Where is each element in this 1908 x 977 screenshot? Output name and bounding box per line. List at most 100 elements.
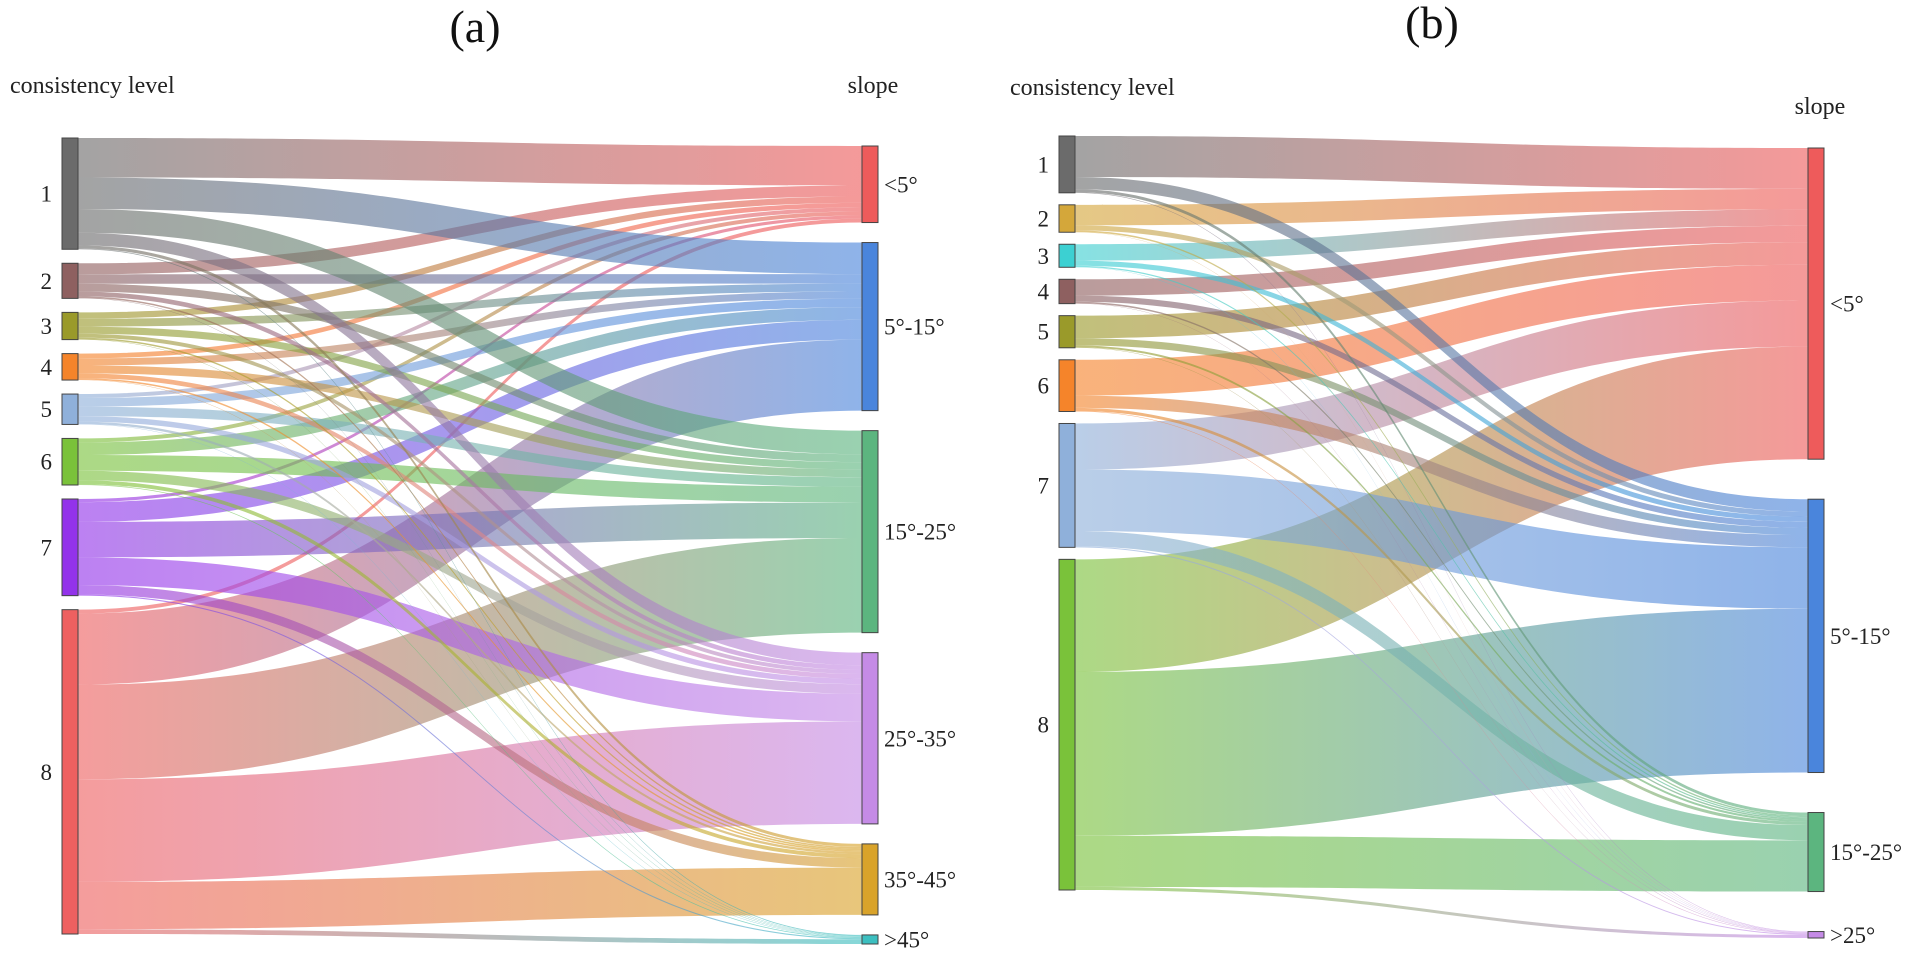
target-node-3 (861, 430, 879, 634)
target-node-3 (1807, 812, 1825, 893)
source-label-6: 6 (41, 450, 53, 475)
link-6-to-3 (1075, 407, 1808, 826)
link-3-to-6 (78, 339, 862, 937)
link-7-to-6 (78, 594, 862, 940)
target-node-4 (1807, 931, 1825, 939)
link-2-to-2 (78, 274, 862, 284)
link-6-to-2 (1075, 395, 1808, 548)
target-node-6 (861, 934, 879, 945)
link-3-to-2 (1075, 260, 1808, 522)
link-5-to-4 (78, 416, 862, 685)
link-5-to-6 (78, 424, 862, 938)
link-8-to-4 (1075, 886, 1808, 938)
panel-a-right-title: slope (848, 73, 899, 99)
target-label-6: >45° (884, 927, 929, 952)
target-label-2: 5°-15° (1830, 624, 1891, 649)
link-8-to-3 (78, 537, 862, 780)
target-node-2 (861, 242, 879, 412)
panel-b-links (1075, 136, 1808, 938)
target-node-5 (861, 843, 879, 916)
link-3-to-1 (78, 196, 862, 319)
link-4-to-4 (1075, 303, 1808, 933)
link-3-to-3 (1075, 265, 1808, 819)
link-4-to-3 (1075, 301, 1808, 820)
source-node-6 (1058, 359, 1076, 412)
link-3-to-4 (1075, 266, 1808, 933)
link-5-to-2 (1075, 338, 1808, 536)
link-2-to-4 (1075, 231, 1808, 933)
target-label-3: 15°-25° (1830, 840, 1902, 865)
target-label-1: <5° (884, 172, 918, 197)
source-label-2: 2 (41, 269, 53, 294)
source-label-6: 6 (1038, 374, 1050, 399)
link-5-to-3 (1075, 345, 1808, 822)
link-6-to-5 (78, 480, 862, 859)
source-label-8: 8 (1038, 713, 1050, 738)
sankey-panel-b: (b) consistency level slope 1 2 3 4 5 6 7 8 <5° 5… (1010, 0, 1902, 948)
link-1-to-6 (78, 248, 862, 936)
source-node-8 (1058, 558, 1076, 891)
target-node-1 (861, 145, 879, 224)
panel-a-nodes: 1 2 3 4 5 6 7 8 <5° 5°-15° 15°-25° 25°-35° 35°-45° >4… (41, 137, 956, 952)
source-node-2 (61, 262, 79, 299)
link-7-to-1 (78, 215, 862, 503)
source-label-2: 2 (1038, 207, 1050, 232)
link-7-to-4 (1075, 546, 1808, 935)
target-label-4: >25° (1830, 923, 1875, 948)
source-label-1: 1 (41, 182, 53, 207)
link-2-to-6 (78, 297, 862, 937)
link-3-to-3 (78, 326, 862, 470)
link-7-to-2 (1075, 469, 1808, 609)
panel-b-label: (b) (1405, 0, 1459, 48)
link-8-to-3 (1075, 835, 1808, 892)
source-label-1: 1 (1038, 152, 1050, 177)
link-6-to-6 (78, 484, 862, 939)
panel-a-left-title: consistency level (10, 73, 175, 99)
link-7-to-3 (1075, 530, 1808, 841)
source-label-4: 4 (41, 355, 53, 380)
source-label-3: 3 (1038, 244, 1050, 269)
source-node-7 (61, 498, 79, 597)
source-node-1 (1058, 135, 1076, 194)
link-5-to-4 (1075, 347, 1808, 934)
source-node-3 (1058, 243, 1076, 268)
source-node-5 (61, 393, 79, 425)
source-label-4: 4 (1038, 279, 1050, 304)
sankey-panel-a: (a) consistency level slope 1 2 3 4 5 6 7 8 <5° 5… (10, 1, 956, 952)
source-node-3 (61, 311, 79, 341)
source-label-5: 5 (1038, 320, 1050, 345)
link-7-to-3 (78, 502, 862, 558)
target-label-5: 35°-45° (884, 867, 956, 892)
link-4-to-1 (1075, 225, 1808, 296)
panel-a-links (78, 138, 862, 944)
link-3-to-1 (1075, 209, 1808, 261)
source-label-3: 3 (41, 314, 53, 339)
source-node-4 (1058, 278, 1076, 305)
link-2-to-3 (78, 283, 862, 463)
link-4-to-3 (78, 365, 862, 478)
source-label-7: 7 (41, 535, 53, 560)
link-1-to-4 (1075, 192, 1808, 933)
link-6-to-4 (78, 470, 862, 694)
target-label-3: 15°-25° (884, 520, 956, 545)
target-node-1 (1807, 147, 1825, 460)
target-node-2 (1807, 498, 1825, 774)
panel-b-left-title: consistency level (1010, 75, 1175, 101)
link-3-to-4 (78, 333, 862, 674)
source-node-6 (61, 437, 79, 486)
link-8-to-5 (78, 867, 862, 930)
target-label-2: 5°-15° (884, 315, 945, 340)
source-node-7 (1058, 422, 1076, 548)
source-label-5: 5 (41, 397, 53, 422)
link-8-to-6 (78, 929, 862, 944)
link-4-to-5 (78, 378, 862, 852)
link-6-to-2 (78, 307, 862, 456)
target-label-1: <5° (1830, 292, 1864, 317)
link-4-to-6 (78, 379, 862, 937)
link-1-to-1 (1075, 136, 1808, 189)
link-5-to-2 (78, 298, 862, 407)
link-2-to-4 (78, 291, 862, 671)
link-1-to-2 (1075, 176, 1808, 512)
panel-b-right-title: slope (1795, 94, 1846, 120)
